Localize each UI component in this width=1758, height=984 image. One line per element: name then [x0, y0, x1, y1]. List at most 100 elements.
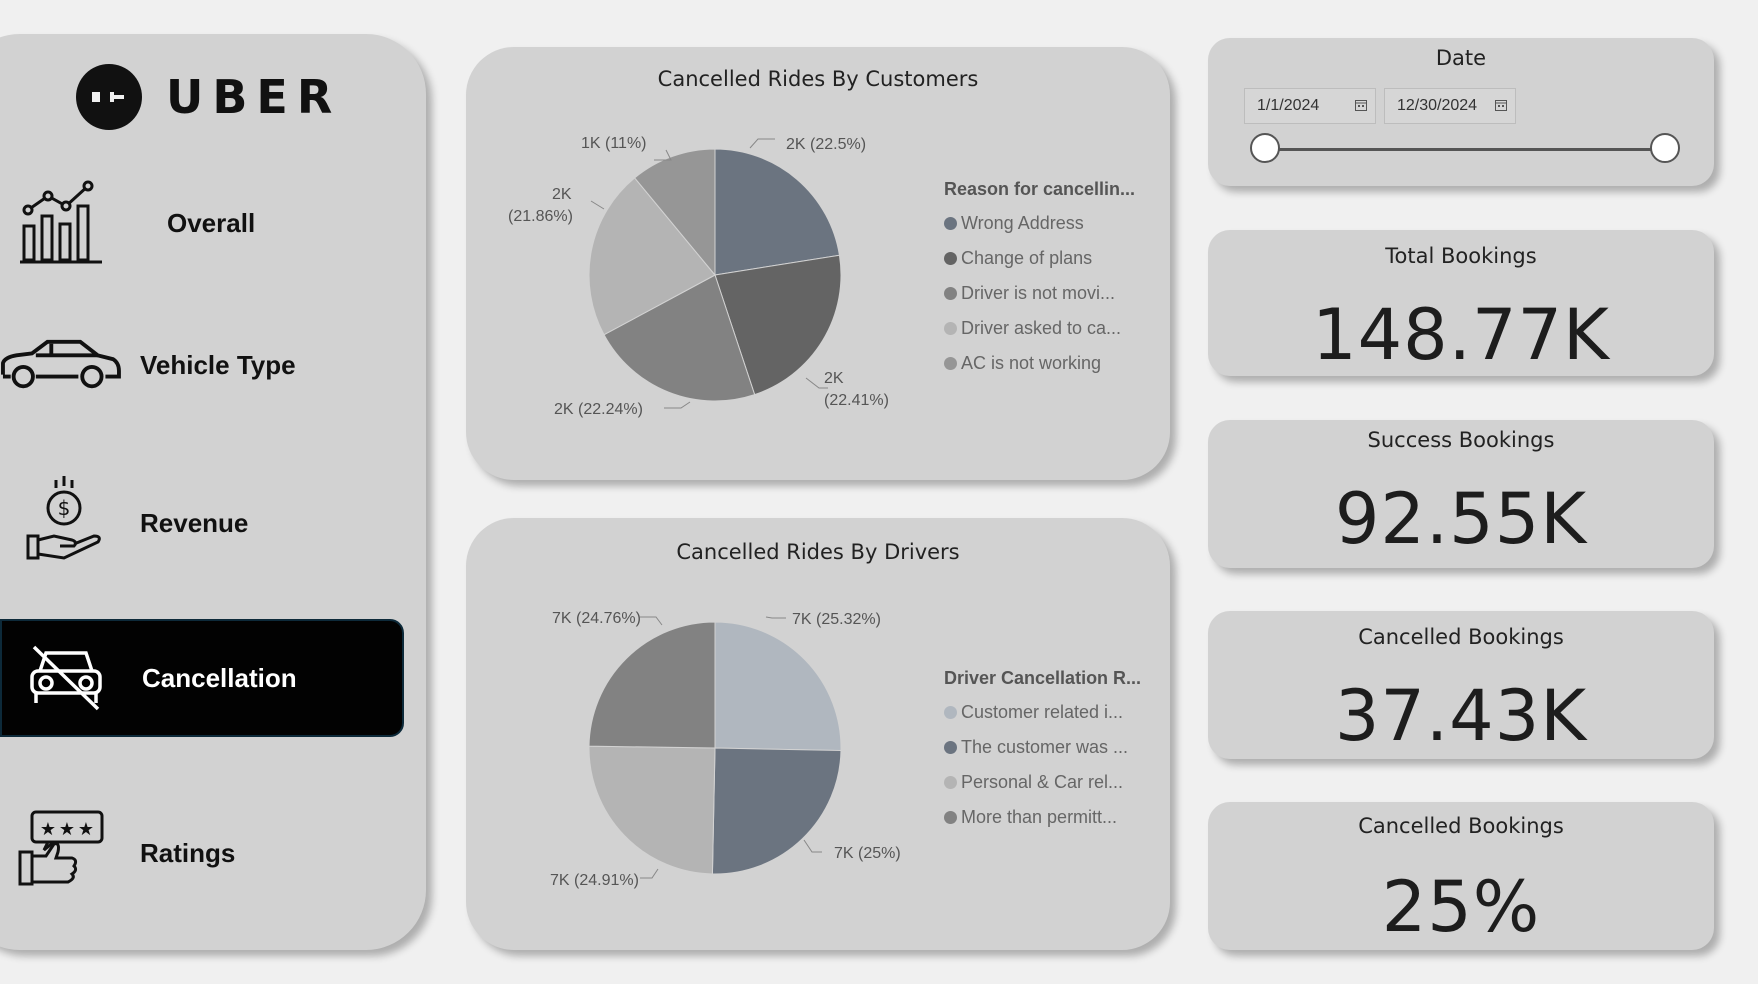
start-date-value: 1/1/2024 [1257, 97, 1320, 114]
legend-dot [944, 811, 957, 824]
pie-slice-driver-is-not-movi[interactable] [603, 274, 756, 402]
logo-text: UBER [166, 70, 342, 124]
pie-slice-more-than-permitt[interactable] [588, 621, 716, 749]
date-range-start-handle[interactable] [1250, 133, 1280, 163]
legend-dot [944, 217, 957, 230]
calendar-icon[interactable] [1495, 99, 1507, 111]
svg-text:$: $ [58, 496, 71, 520]
legend-item[interactable]: Driver asked to ca... [944, 311, 1135, 346]
nav-item-cancellation[interactable]: Cancellation [0, 619, 404, 737]
pie-slice-ac-is-not-working[interactable] [633, 148, 716, 277]
pie-label-wrong-address: 2K (22.5%) [786, 136, 866, 153]
customers-legend: Reason for cancellin... Wrong Address Ch… [944, 179, 1135, 381]
kpi-title: Cancelled Bookings [1358, 814, 1564, 838]
pie-slice-change-of-plans[interactable] [714, 254, 842, 396]
kpi-title: Cancelled Bookings [1358, 625, 1564, 649]
money-hand-icon: $ [26, 476, 101, 560]
nav-item-revenue[interactable]: $ Revenue [0, 464, 404, 582]
legend-item[interactable]: Customer related i... [944, 695, 1141, 730]
kpi-card-cancelled-percentage: Cancelled Bookings 25% [1208, 802, 1714, 950]
pie-slice-driver-asked-to-ca[interactable] [588, 177, 716, 336]
car-icon [1, 339, 121, 389]
date-range-slider-track[interactable] [1266, 148, 1666, 151]
legend-label: More than permitt... [961, 807, 1118, 827]
legend-item[interactable]: Change of plans [944, 241, 1135, 276]
pie-slice-wrong-address[interactable] [714, 148, 841, 276]
pie-slice-personal-car-rel[interactable] [588, 745, 716, 875]
end-date-input[interactable]: 12/30/2024 [1384, 88, 1516, 124]
pie-label-ac-not-working: 1K (11%) [581, 135, 647, 152]
svg-text:★: ★ [40, 819, 56, 840]
pie-slice-the-customer-was[interactable] [711, 747, 842, 875]
legend-item[interactable]: Wrong Address [944, 206, 1135, 241]
legend-dot [944, 322, 957, 335]
rating-thumb-icon: ★ ★ ★ [18, 810, 104, 886]
pie-slice-customer-related-i[interactable] [714, 621, 842, 752]
pie-label-personal-car: 7K (24.91%) [550, 872, 639, 889]
drivers-legend: Driver Cancellation R... Customer relate… [944, 668, 1141, 835]
legend-dot [944, 741, 957, 754]
pie-label-more-than-permitted: 7K (24.76%) [552, 610, 641, 627]
legend-label: Driver is not movi... [961, 283, 1116, 303]
kpi-card-success-bookings: Success Bookings 92.55K [1208, 420, 1714, 568]
drivers-pie-chart: 7K (25.32%) 7K (24.76%) 7K (24.91%) 7K (… [550, 610, 901, 889]
uber-logo-icon [76, 64, 142, 130]
calendar-icon[interactable] [1355, 99, 1367, 111]
legend-item[interactable]: AC is not working [944, 346, 1135, 381]
kpi-value: 148.77K [1312, 294, 1610, 376]
date-filter-card: Date 1/1/2024 12/30/2024 [1208, 38, 1714, 186]
nav-label-overall: Overall [167, 207, 256, 238]
uber-logo: UBER [76, 64, 341, 130]
sidebar: UBER Overall [0, 34, 426, 950]
svg-text:★: ★ [78, 819, 94, 840]
legend-dot [944, 357, 957, 370]
legend-label: Personal & Car rel... [961, 772, 1124, 792]
kpi-card-cancelled-bookings: Cancelled Bookings 37.43K [1208, 611, 1714, 759]
pie-label-driver-not-moving: 2K (22.24%) [554, 401, 643, 418]
car-cancel-icon [30, 645, 102, 711]
legend-item[interactable]: The customer was ... [944, 730, 1141, 765]
kpi-title: Success Bookings [1367, 428, 1555, 452]
date-filter-title: Date [1435, 46, 1487, 70]
legend-label: AC is not working [961, 353, 1102, 373]
kpi-value: 25% [1381, 866, 1541, 948]
kpi-value: 92.55K [1334, 478, 1588, 560]
nav-item-overall[interactable]: Overall [0, 164, 404, 282]
legend-dot [944, 252, 957, 265]
kpi-title: Total Bookings [1385, 244, 1537, 268]
pie-label-customer-was: 7K (25%) [834, 845, 901, 862]
nav-label-vehicle-type: Vehicle Type [140, 349, 296, 380]
legend-label: Customer related i... [961, 702, 1124, 722]
date-range-end-handle[interactable] [1650, 133, 1680, 163]
kpi-card-total-bookings: Total Bookings 148.77K [1208, 230, 1714, 376]
legend-label: Wrong Address [961, 213, 1084, 233]
legend-label: Change of plans [961, 248, 1093, 268]
pie-label-change-of-plans-2: (22.41%) [824, 392, 889, 409]
customers-pie-chart: 2K (22.5%) 1K (11%) 2K (21.86%) 2K (22.2… [508, 135, 889, 418]
pie-label-driver-asked-2: (21.86%) [508, 208, 573, 225]
pie-label-change-of-plans-1: 2K [824, 370, 844, 387]
kpi-value: 37.43K [1334, 675, 1588, 757]
customers-chart-title: Cancelled Rides By Customers [657, 67, 979, 91]
legend-label: The customer was ... [961, 737, 1129, 757]
legend-dot [944, 287, 957, 300]
legend-label: Driver asked to ca... [961, 318, 1122, 338]
drivers-chart-title: Cancelled Rides By Drivers [676, 540, 960, 564]
legend-item[interactable]: Personal & Car rel... [944, 765, 1141, 800]
nav-item-ratings[interactable]: ★ ★ ★ Ratings [0, 794, 404, 912]
legend-item[interactable]: Driver is not movi... [944, 276, 1135, 311]
nav-item-vehicle-type[interactable]: Vehicle Type [0, 306, 404, 424]
nav-label-cancellation: Cancellation [142, 662, 297, 693]
legend-item[interactable]: More than permitt... [944, 800, 1141, 835]
end-date-value: 12/30/2024 [1397, 97, 1478, 114]
legend-title: Reason for cancellin... [944, 179, 1136, 199]
legend-dot [944, 776, 957, 789]
svg-text:★: ★ [59, 819, 75, 840]
nav-label-ratings: Ratings [140, 837, 236, 868]
pie-label-driver-asked-1: 2K [552, 186, 572, 203]
legend-dot [944, 706, 957, 719]
start-date-input[interactable]: 1/1/2024 [1244, 88, 1376, 124]
customers-chart-panel: Cancelled Rides By Customers 2K (22.5%) … [466, 47, 1170, 480]
nav-label-revenue: Revenue [140, 507, 249, 538]
drivers-chart-panel: Cancelled Rides By Drivers 7K (25.32%) 7… [466, 518, 1170, 950]
